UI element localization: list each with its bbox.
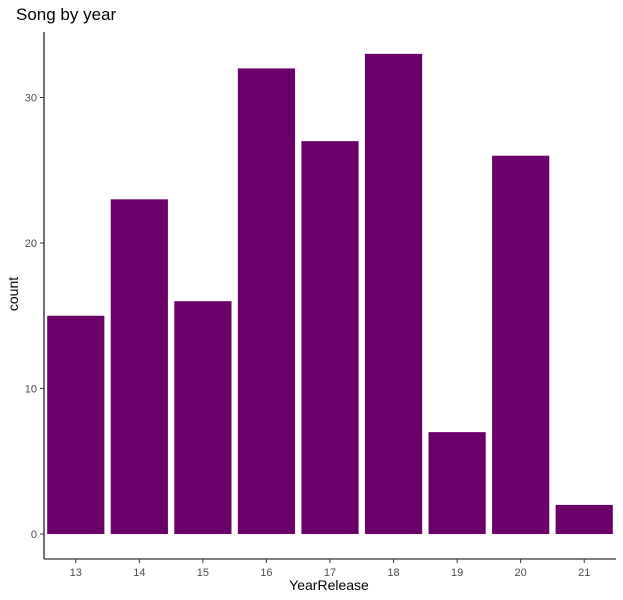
x-tick-label-19: 19 xyxy=(451,567,463,579)
x-tick-label-13: 13 xyxy=(70,567,82,579)
bar-19 xyxy=(428,432,486,534)
bar-15 xyxy=(174,301,232,534)
bar-16 xyxy=(237,68,296,535)
y-axis-ticks: 0 10 20 30 xyxy=(25,93,44,541)
y-tick-label-10: 10 xyxy=(25,384,37,396)
bar-13 xyxy=(47,315,105,534)
x-tick-label-18: 18 xyxy=(387,567,399,579)
bar-21 xyxy=(555,504,613,534)
bar-20 xyxy=(492,155,550,534)
chart-title: Song by year xyxy=(16,5,117,24)
x-axis-ticks: 13 14 15 16 17 18 19 20 21 xyxy=(70,559,590,579)
y-tick-label-0: 0 xyxy=(31,529,37,541)
x-tick-label-20: 20 xyxy=(515,567,527,579)
x-tick-label-17: 17 xyxy=(324,567,336,579)
bars-group xyxy=(47,53,613,535)
x-tick-label-15: 15 xyxy=(197,567,209,579)
bar-17 xyxy=(301,141,359,534)
bar-18 xyxy=(364,53,423,534)
y-tick-label-30: 30 xyxy=(25,93,37,105)
bar-14 xyxy=(110,199,168,534)
x-tick-label-16: 16 xyxy=(260,567,272,579)
y-tick-label-20: 20 xyxy=(25,238,37,250)
x-tick-label-21: 21 xyxy=(578,567,590,579)
x-tick-label-14: 14 xyxy=(133,567,145,579)
x-axis-title: YearRelease xyxy=(289,577,369,593)
y-axis-title: count xyxy=(5,277,21,311)
